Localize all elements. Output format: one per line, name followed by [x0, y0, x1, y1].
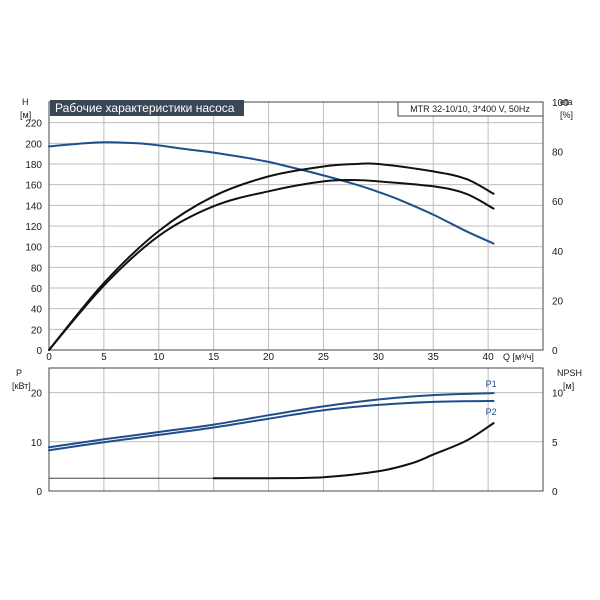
p-axis-unit: [кВт]: [12, 381, 31, 391]
bottom-series-2-line: [212, 422, 495, 480]
p-tick-label: 0: [36, 487, 42, 498]
q-tick-label: 15: [208, 352, 220, 363]
npsh-tick-label: 0: [552, 487, 558, 498]
top-plot-frame: [48, 101, 544, 351]
p1-line: [48, 392, 495, 449]
h-tick-label: 0: [36, 346, 42, 357]
chart-subtitle: MTR 32-10/10, 3*400 V, 50Hz: [410, 104, 530, 114]
h-tick-label: 160: [25, 181, 42, 192]
bottom-plot-grid: [48, 368, 543, 492]
p-tick-label: 10: [31, 438, 43, 449]
top-series-lines: [48, 141, 495, 351]
eta-tick-label: 60: [552, 197, 564, 208]
h-axis-label: H: [22, 97, 29, 107]
p-axis-label: P: [16, 368, 22, 378]
eta-tick-label: 20: [552, 296, 564, 307]
h-tick-label: 220: [25, 119, 42, 130]
eta-tick-label: 80: [552, 148, 564, 159]
model-box: [397, 101, 544, 117]
npsh-axis-unit: [м]: [563, 381, 574, 391]
p2-line: [48, 400, 495, 452]
q-tick-label: 10: [153, 352, 165, 363]
h-tick-label: 180: [25, 160, 42, 171]
h-tick-label: 140: [25, 201, 42, 212]
eta-tick-label: 100: [552, 98, 569, 109]
npsh-tick-labels: 0 5 10: [552, 389, 564, 498]
p2-label: P2: [486, 407, 497, 417]
q-tick-label: 40: [483, 352, 495, 363]
eta-tick-label: 40: [552, 247, 564, 258]
bottom-plot-frame: [48, 367, 544, 492]
top-series-1-line: [48, 162, 495, 351]
q-tick-label: 5: [101, 352, 107, 363]
npsh-axis-label: NPSH: [557, 368, 582, 378]
h-tick-label: 120: [25, 222, 42, 233]
npsh-tick-label: 5: [552, 438, 558, 449]
eta-tick-labels: 0 20 40 60 80 100: [552, 98, 569, 357]
h-tick-label: 100: [25, 243, 42, 254]
bottom-series-lines: P1 P2: [48, 379, 497, 480]
p-tick-labels: 0 10 20: [31, 389, 43, 498]
q-axis-label: Q [м³/ч]: [503, 352, 534, 362]
chart-title: Рабочие характеристики насоса: [55, 101, 235, 115]
eta-tick-label: 0: [552, 346, 558, 357]
h-tick-labels: 0 20 40 60 80 100 120 140 160 180 200 220: [25, 119, 42, 357]
h-tick-label: 40: [31, 305, 43, 316]
top-plot-grid: [48, 102, 543, 351]
h-axis-unit: [м]: [20, 110, 31, 120]
npsh-tick-label: 10: [552, 389, 564, 400]
q-tick-labels: 0 5 10 15 20 25 30 35 40: [46, 352, 494, 363]
p1-label: P1: [486, 379, 497, 389]
title-box: [50, 100, 244, 116]
h-tick-label: 60: [31, 284, 43, 295]
q-tick-label: 25: [318, 352, 330, 363]
q-tick-label: 35: [428, 352, 440, 363]
h-tick-label: 200: [25, 139, 42, 150]
p-tick-label: 20: [31, 389, 43, 400]
h-tick-label: 20: [31, 325, 43, 336]
top-series-0-line: [48, 141, 495, 245]
h-tick-label: 80: [31, 263, 43, 274]
eta-axis-unit: [%]: [560, 110, 573, 120]
top-series-2-line: [48, 179, 495, 351]
q-tick-label: 30: [373, 352, 385, 363]
eta-axis-label: eta: [560, 97, 573, 107]
q-tick-label: 20: [263, 352, 275, 363]
q-tick-label: 0: [46, 352, 52, 363]
